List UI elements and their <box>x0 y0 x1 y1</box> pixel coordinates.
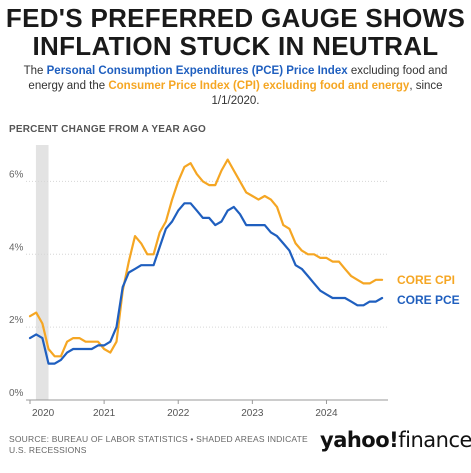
subtitle-part-2: excluding food and energy and the <box>28 65 448 92</box>
logo-finance: finance <box>398 428 471 452</box>
x-tick-label: 2022 <box>167 408 190 419</box>
source-note: SOURCE: BUREAU OF LABOR STATISTICS • SHA… <box>9 434 308 455</box>
logo-yahoo: yahoo! <box>320 428 399 452</box>
x-tick-label: 2020 <box>32 408 55 419</box>
x-tick-label: 2024 <box>315 408 338 419</box>
series-line-core-pce <box>28 202 384 365</box>
y-axis-caption: PERCENT CHANGE FROM A YEAR AGO <box>9 124 206 135</box>
series-label-core-pce: CORE PCE <box>397 293 460 307</box>
series-line-core-cpi <box>28 158 384 358</box>
y-tick-label: 6% <box>9 169 24 180</box>
subtitle-part-1: The <box>23 65 47 77</box>
chart-subtitle: The Personal Consumption Expenditures (P… <box>16 64 455 109</box>
y-tick-label: 0% <box>9 388 24 399</box>
recession-band <box>35 145 49 400</box>
yahoo-finance-logo: yahoo!finance <box>320 428 471 452</box>
subtitle-part-3: , since 1/1/2020. <box>211 80 443 107</box>
y-tick-label: 2% <box>9 315 24 326</box>
title-line-1: FED'S PREFERRED GAUGE SHOWS <box>5 3 466 33</box>
x-tick-label: 2021 <box>93 408 116 419</box>
subtitle-cpi-name: Consumer Price Index (CPI) excluding foo… <box>108 80 410 92</box>
chart-title: FED'S PREFERRED GAUGE SHOWS INFLATION ST… <box>0 4 471 60</box>
title-line-2: INFLATION STUCK IN NEUTRAL <box>32 31 439 61</box>
y-tick-label: 4% <box>9 242 24 253</box>
subtitle-pce-name: Personal Consumption Expenditures (PCE) … <box>46 65 348 77</box>
series-label-core-cpi: CORE CPI <box>397 273 455 287</box>
x-tick-label: 2023 <box>241 408 264 419</box>
